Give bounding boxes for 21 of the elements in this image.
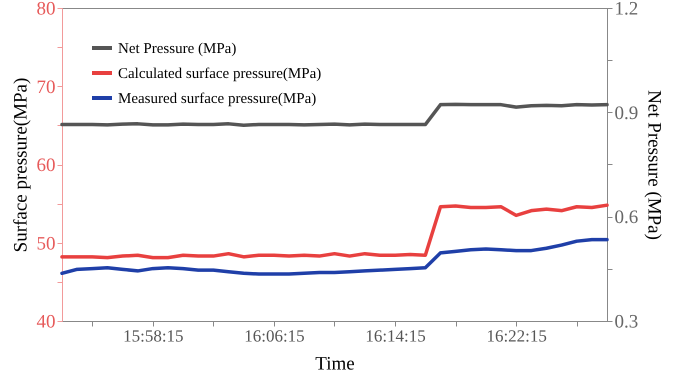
y-tick-label: 80 [36,0,56,20]
y-tick-label: 70 [36,76,56,98]
legend-label: Measured surface pressure(MPa) [118,91,316,107]
x-tick-label: 16:06:15 [244,326,305,346]
y2-tick-label: 0.3 [614,312,638,332]
x-tick-label: 15:58:15 [123,326,184,346]
y2-tick-label: 0.9 [614,102,638,124]
y-axis-title: Surface pressure(MPa) [10,78,32,252]
line-series [60,203,609,260]
line-series [60,238,609,276]
x-axis-title: Time [315,354,355,374]
legend-label: Net Pressure (MPa) [118,41,236,57]
y-tick-label: 50 [36,233,56,254]
y2-tick-label: 1.2 [614,0,638,20]
legend-label: Calculated surface pressure(MPa) [118,66,322,82]
y2-axis-title: Net Pressure (MPa) [643,90,664,240]
x-tick-label: 16:22:15 [486,326,547,346]
y-tick-label: 40 [36,312,56,332]
y-tick-label: 60 [36,155,56,176]
y2-tick-label: 0.6 [614,207,638,228]
x-tick-label: 16:14:15 [365,326,426,346]
